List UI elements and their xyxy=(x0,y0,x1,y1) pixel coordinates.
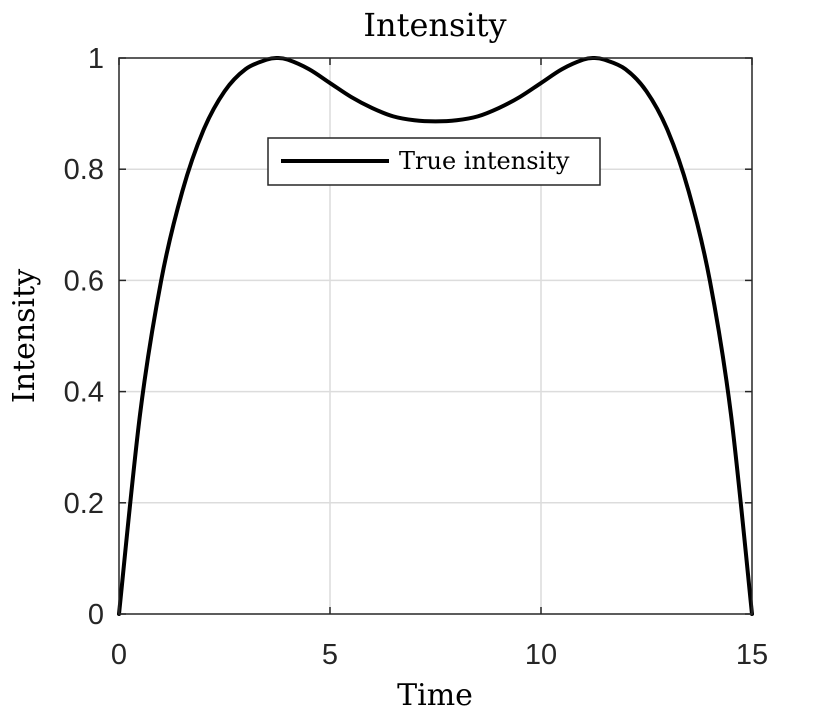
series-layer xyxy=(117,55,754,616)
x-tick-label: 15 xyxy=(736,639,768,671)
y-tick-label: 1 xyxy=(88,43,104,75)
tick-marks xyxy=(118,57,753,615)
legend-entry-true-intensity: True intensity xyxy=(399,147,570,175)
y-axis-label: Intensity xyxy=(7,269,42,403)
y-tick-label: 0.6 xyxy=(64,265,104,297)
legend: True intensity xyxy=(267,137,601,186)
x-axis-label: Time xyxy=(397,678,473,713)
x-tick-label: 10 xyxy=(525,639,557,671)
x-tick-label: 0 xyxy=(111,639,127,671)
y-tick-label: 0.2 xyxy=(64,488,104,520)
x-tick-label: 5 xyxy=(322,639,338,671)
chart-title: Intensity xyxy=(363,6,506,44)
y-tick-label: 0.4 xyxy=(64,377,104,409)
y-tick-label: 0.8 xyxy=(64,154,104,186)
series-line-true-intensity xyxy=(117,55,754,616)
x-tick-labels: 0 5 10 15 xyxy=(111,639,768,671)
plot-frame xyxy=(118,57,753,615)
y-tick-label: 0 xyxy=(88,599,104,631)
y-tick-labels: 0 0.2 0.4 0.6 0.8 1 xyxy=(64,43,104,631)
